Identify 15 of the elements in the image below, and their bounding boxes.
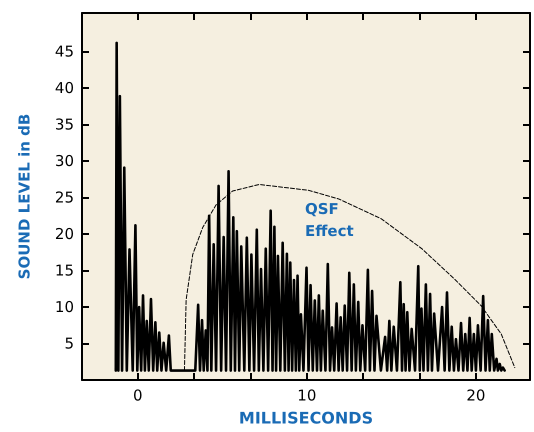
x-axis-title: MILLISECONDS [238,408,374,428]
y-tick-label: 5 [64,334,74,353]
y-tick-label: 40 [54,79,74,98]
y-axis-title: SOUND LEVEL in dB [16,114,34,280]
x-tick-label: 20 [466,386,486,404]
y-tick-label: 45 [54,42,74,61]
y-tick-label: 30 [54,152,74,170]
y-tick-label: 20 [54,225,74,244]
y-tick-label: 15 [54,262,74,280]
x-tick-label: 10 [297,386,316,404]
x-tick-label: 0 [133,386,143,404]
y-tick-label: 25 [54,188,74,207]
y-tick-label: 35 [54,116,74,134]
y-tick-label: 10 [54,298,74,316]
annotation: QSF Effect [305,200,354,240]
